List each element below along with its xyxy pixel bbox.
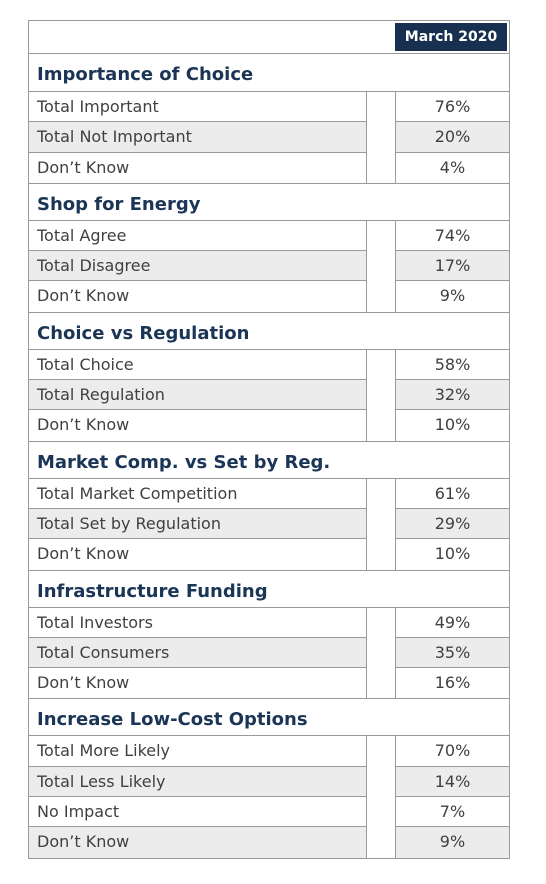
row-label: Total Choice xyxy=(29,350,366,381)
row-value: 14% xyxy=(396,766,509,798)
section-title: Shop for Energy xyxy=(29,182,509,221)
section-title: Choice vs Regulation xyxy=(29,311,509,350)
spacer-cell xyxy=(366,281,396,312)
row-label: Don’t Know xyxy=(37,157,130,177)
section-title: Importance of Choice xyxy=(29,54,509,92)
row-label: Total Consumers xyxy=(29,637,366,669)
row-value: 9% xyxy=(439,286,466,306)
row-label: Total More Likely xyxy=(29,736,366,767)
spacer-cell xyxy=(366,668,396,699)
row-value: 7% xyxy=(396,797,509,828)
table-row: Don’t Know 4% xyxy=(29,152,509,183)
row-label: Total Not Important xyxy=(29,122,366,153)
row-label: Don’t Know xyxy=(29,827,366,858)
row-value: 16% xyxy=(434,673,471,693)
data-table: March 2020 Importance of Choice Total Imp… xyxy=(28,20,510,859)
spacer-cell xyxy=(366,380,396,411)
header-row: March 2020 xyxy=(29,21,509,54)
row-label: Total Investors xyxy=(29,608,366,638)
row-value: 61% xyxy=(396,479,509,509)
table-row: Total Agree 74% xyxy=(29,220,509,252)
table-row: Total Disagree 17% xyxy=(29,251,509,282)
spacer-cell xyxy=(366,349,396,381)
row-value: 35% xyxy=(396,637,509,669)
row-value: 76% xyxy=(396,92,509,123)
row-label: Total Agree xyxy=(29,221,366,252)
spacer-cell xyxy=(366,92,396,123)
table-row: Don’t Know 10% xyxy=(29,410,509,441)
row-value: 10% xyxy=(434,544,471,564)
row-label: Total Set by Regulation xyxy=(29,508,366,540)
row-value: 49% xyxy=(396,608,509,638)
table-row: Total Choice 58% xyxy=(29,349,509,381)
row-label: Don’t Know xyxy=(37,673,130,693)
row-value: 58% xyxy=(396,350,509,381)
row-value: 9% xyxy=(396,827,509,858)
row-value: 20% xyxy=(396,122,509,153)
spacer-cell xyxy=(366,736,396,767)
table-row: Total Consumers 35% xyxy=(29,637,509,669)
spacer-cell xyxy=(366,637,396,669)
section-title: Infrastructure Funding xyxy=(29,569,509,608)
table-row: Total Less Likely 14% xyxy=(29,766,509,798)
spacer-cell xyxy=(366,122,396,153)
spacer-cell xyxy=(366,220,396,252)
row-value: 70% xyxy=(396,736,509,767)
table-row: Total Market Competition 61% xyxy=(29,478,509,509)
row-value: 17% xyxy=(396,251,509,282)
table-row: Don’t Know 10% xyxy=(29,539,509,570)
row-value: 4% xyxy=(439,157,466,177)
spacer-cell xyxy=(366,827,396,858)
row-label: Don’t Know xyxy=(37,286,130,306)
spacer-cell xyxy=(366,251,396,282)
table-row: Total Regulation 32% xyxy=(29,380,509,411)
row-label: Don’t Know xyxy=(37,544,130,564)
spacer-cell xyxy=(366,539,396,570)
spacer-cell xyxy=(366,478,396,509)
table-row: Total More Likely 70% xyxy=(29,736,509,767)
spacer-cell xyxy=(366,607,396,638)
section-title: Market Comp. vs Set by Reg. xyxy=(29,440,509,479)
row-label: No Impact xyxy=(29,797,366,828)
row-label: Total Market Competition xyxy=(29,479,366,509)
spacer-cell xyxy=(366,766,396,798)
spacer-cell xyxy=(366,508,396,540)
row-label: Total Regulation xyxy=(29,380,366,411)
table-row: Total Set by Regulation 29% xyxy=(29,508,509,540)
row-value: 29% xyxy=(396,508,509,540)
column-header: March 2020 xyxy=(395,23,507,51)
table-row: No Impact 7% xyxy=(29,797,509,828)
table-row: Don’t Know 16% xyxy=(29,668,509,699)
row-label: Total Less Likely xyxy=(29,766,366,798)
spacer-cell xyxy=(366,152,396,183)
table-row: Don’t Know 9% xyxy=(29,827,509,858)
row-value: 32% xyxy=(396,380,509,411)
section-title: Increase Low-Cost Options xyxy=(29,698,509,737)
spacer-cell xyxy=(366,797,396,828)
row-label: Don’t Know xyxy=(37,415,130,435)
row-value: 10% xyxy=(434,415,471,435)
table-row: Total Not Important 20% xyxy=(29,122,509,153)
row-value: 74% xyxy=(396,221,509,252)
table-row: Total Investors 49% xyxy=(29,607,509,638)
spacer-cell xyxy=(366,410,396,441)
row-label: Total Disagree xyxy=(29,251,366,282)
table-row: Don’t Know 9% xyxy=(29,281,509,312)
row-label: Total Important xyxy=(29,92,366,123)
table-row: Total Important 76% xyxy=(29,92,509,123)
